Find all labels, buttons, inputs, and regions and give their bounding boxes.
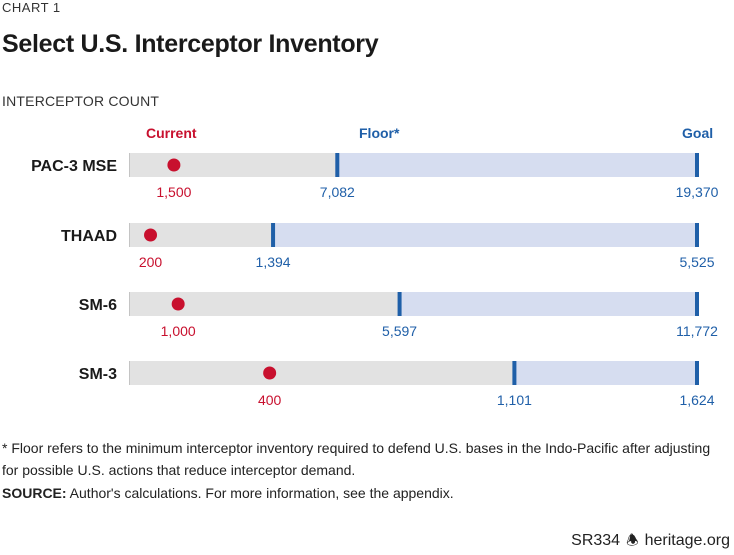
report-id: SR334: [571, 532, 621, 549]
legend-goal: Goal: [682, 125, 714, 141]
floor-marker-pac-3-mse: [335, 153, 340, 177]
floor-marker-thaad: [271, 223, 276, 247]
category-label-thaad: THAAD: [61, 228, 117, 245]
bell-icon: 🕭: [626, 532, 639, 548]
goal-value-sm-6: 11,772: [676, 323, 718, 339]
chart-number: CHART 1: [2, 0, 61, 15]
bar-floor-segment-sm-3: [130, 361, 515, 385]
legend-floor: Floor*: [359, 125, 400, 141]
current-dot-sm-3: [263, 366, 277, 380]
goal-marker-thaad: [695, 223, 699, 247]
category-label-pac-3-mse: PAC-3 MSE: [31, 158, 117, 175]
current-value-sm-3: 400: [258, 392, 282, 408]
brand-site: heritage.org: [644, 532, 730, 549]
floor-value-thaad: 1,394: [256, 254, 291, 270]
brand-footer: SR334 🕭 heritage.org: [571, 530, 730, 554]
current-value-sm-6: 1,000: [161, 323, 196, 339]
bar-floor-segment-sm-6: [130, 292, 400, 316]
goal-marker-sm-6: [695, 292, 699, 316]
goal-marker-pac-3-mse: [695, 153, 699, 177]
source-text: Author's calculations. For more informat…: [66, 485, 454, 501]
goal-value-pac-3-mse: 19,370: [676, 184, 719, 200]
current-dot-pac-3-mse: [167, 158, 181, 172]
floor-marker-sm-6: [397, 292, 402, 316]
category-label-sm-3: SM-3: [79, 366, 117, 383]
floor-value-sm-3: 1,101: [497, 392, 532, 408]
bar-goal-segment-sm-3: [514, 361, 697, 385]
current-value-pac-3-mse: 1,500: [156, 184, 191, 200]
goal-value-sm-3: 1,624: [679, 392, 714, 408]
floor-marker-sm-3: [512, 361, 517, 385]
source-label: SOURCE:: [2, 485, 67, 501]
axis-label: INTERCEPTOR COUNT: [2, 93, 160, 109]
category-label-sm-6: SM-6: [79, 297, 117, 314]
legend-current: Current: [146, 125, 197, 141]
source-note: SOURCE: Author's calculations. For more …: [2, 485, 454, 501]
bar-goal-segment-sm-6: [399, 292, 697, 316]
bar-goal-segment-pac-3-mse: [337, 153, 697, 177]
current-value-thaad: 200: [139, 254, 163, 270]
floor-value-sm-6: 5,597: [382, 323, 417, 339]
current-dot-thaad: [144, 228, 158, 242]
interceptor-chart: PAC-3 MSE 1,500 7,082 19,370 THAAD 200 1,394 5,…: [31, 153, 719, 408]
goal-value-thaad: 5,525: [679, 254, 714, 270]
chart-title: Select U.S. Interceptor Inventory: [2, 30, 379, 58]
bar-goal-segment-thaad: [273, 223, 697, 247]
footnote-line-1: * Floor refers to the minimum intercepto…: [2, 440, 711, 456]
floor-value-pac-3-mse: 7,082: [320, 184, 355, 200]
goal-marker-sm-3: [695, 361, 699, 385]
bar-floor-segment-pac-3-mse: [130, 153, 338, 177]
footnote-line-2: for possible U.S. actions that reduce in…: [2, 462, 356, 478]
current-dot-sm-6: [171, 297, 185, 311]
